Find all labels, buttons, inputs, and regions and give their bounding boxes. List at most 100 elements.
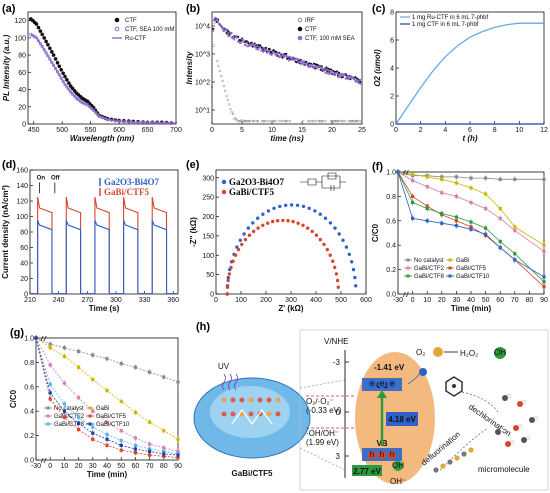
data-point bbox=[226, 286, 229, 289]
x-tick-label: 0 bbox=[411, 297, 415, 304]
data-point bbox=[296, 204, 299, 207]
data-point bbox=[226, 95, 228, 97]
legend-label: GaBi/CTF2 bbox=[414, 266, 445, 272]
y-tick-label: 80 bbox=[18, 53, 26, 60]
data-point bbox=[542, 280, 545, 283]
data-point bbox=[338, 73, 340, 75]
particle bbox=[267, 398, 272, 403]
data-point bbox=[248, 234, 251, 237]
data-point bbox=[296, 222, 299, 225]
data-point bbox=[176, 380, 179, 383]
data-point bbox=[313, 209, 316, 212]
y-axis-label: C/C0 bbox=[9, 389, 18, 408]
x-tick-label: 90 bbox=[174, 463, 182, 470]
y-tick-label: 2 bbox=[390, 94, 394, 101]
data-point bbox=[319, 238, 322, 241]
y-tick-label: 40 bbox=[18, 87, 26, 94]
data-point bbox=[213, 19, 215, 21]
data-point bbox=[327, 69, 329, 71]
data-point bbox=[426, 175, 429, 178]
data-point bbox=[148, 450, 151, 453]
data-point bbox=[49, 391, 52, 394]
couple2: ·OH/OH⁻ bbox=[306, 429, 339, 438]
y-tick-label: 80 bbox=[20, 230, 28, 237]
panel-label: (d) bbox=[2, 159, 16, 171]
particle bbox=[222, 412, 227, 417]
panel-label: (f) bbox=[372, 161, 383, 173]
data-point bbox=[77, 416, 80, 419]
legend-label: Ga2O3-Bi4O7 bbox=[229, 177, 285, 187]
data-point bbox=[300, 63, 302, 65]
data-point bbox=[230, 32, 232, 34]
data-point bbox=[162, 375, 165, 378]
data-point bbox=[324, 72, 326, 74]
data-point bbox=[148, 421, 151, 424]
y-axis-label: PL Intensity (a.u.) bbox=[2, 34, 11, 101]
data-point bbox=[354, 76, 356, 78]
x-tick-label: 100 bbox=[235, 297, 247, 304]
legend-label: GaBi/CTF5 bbox=[104, 187, 150, 197]
micromolecule-atom bbox=[529, 417, 535, 423]
x-tick-label: 30 bbox=[453, 297, 461, 304]
series-ru-ctf-line bbox=[31, 34, 176, 123]
micromolecule-atom bbox=[505, 441, 511, 447]
y-tick-label: 200 bbox=[202, 214, 214, 221]
y-tick-label: 20 bbox=[20, 276, 28, 283]
data-point bbox=[411, 173, 414, 176]
circuit-icon bbox=[300, 173, 346, 191]
data-point bbox=[256, 217, 259, 220]
x-tick-label: 0 bbox=[210, 127, 214, 134]
data-point bbox=[49, 397, 52, 400]
data-point bbox=[236, 37, 238, 39]
data-point bbox=[230, 108, 232, 110]
data-point bbox=[63, 416, 66, 419]
y-tick-label: 120 bbox=[16, 199, 28, 206]
data-point bbox=[105, 433, 108, 436]
legend-swatch bbox=[298, 18, 302, 22]
x-tick-label: 300 bbox=[285, 297, 297, 304]
data-point bbox=[288, 59, 290, 61]
y-axis-label: O2 (umol) bbox=[373, 49, 382, 87]
x-tick-label: 650 bbox=[142, 127, 154, 134]
x-tick-label: 70 bbox=[511, 297, 519, 304]
data-point bbox=[263, 47, 265, 49]
legend-label: GaBi/CTF5 bbox=[96, 414, 127, 420]
data-point bbox=[266, 222, 269, 225]
y-tick-label: 300 bbox=[202, 175, 214, 182]
ohm-label: OH⁻ bbox=[390, 477, 406, 486]
data-point bbox=[348, 253, 351, 256]
data-point bbox=[39, 30, 42, 33]
legend-swatch bbox=[222, 180, 226, 184]
x-tick-label: 550 bbox=[85, 127, 97, 134]
x-tick-label: 10 bbox=[61, 463, 69, 470]
data-point bbox=[455, 181, 458, 184]
legend-marker bbox=[407, 275, 410, 278]
legend-marker bbox=[407, 259, 410, 262]
x-tick-label: 240 bbox=[53, 297, 65, 304]
h2o2-label: H₂O₂ bbox=[460, 349, 478, 358]
data-point bbox=[426, 207, 429, 210]
data-point bbox=[245, 44, 247, 46]
data-point bbox=[278, 120, 280, 122]
couple1: O₂/·O₂⁻ bbox=[306, 397, 334, 406]
y-tick-label: 0.8 bbox=[386, 194, 396, 201]
data-point bbox=[341, 73, 343, 75]
x-tick-label: 270 bbox=[81, 297, 93, 304]
couple2-value: (1.99 eV) bbox=[306, 438, 339, 447]
data-point bbox=[325, 69, 327, 71]
y-tick-label: 150 bbox=[202, 233, 214, 240]
data-point bbox=[356, 78, 358, 80]
data-point bbox=[63, 355, 66, 358]
data-point bbox=[289, 120, 291, 122]
data-point bbox=[336, 279, 339, 282]
legend-label: CTF, 100 mM SEA bbox=[305, 36, 355, 42]
axis-break-mark bbox=[41, 336, 46, 341]
data-point bbox=[469, 228, 472, 231]
hydroxyl-label: OH bbox=[494, 348, 506, 357]
y-tick-label: 10^4 bbox=[195, 24, 210, 31]
data-point bbox=[262, 51, 264, 53]
data-point bbox=[249, 120, 251, 122]
data-point bbox=[411, 217, 414, 220]
x-tick-label: 10 bbox=[423, 297, 431, 304]
